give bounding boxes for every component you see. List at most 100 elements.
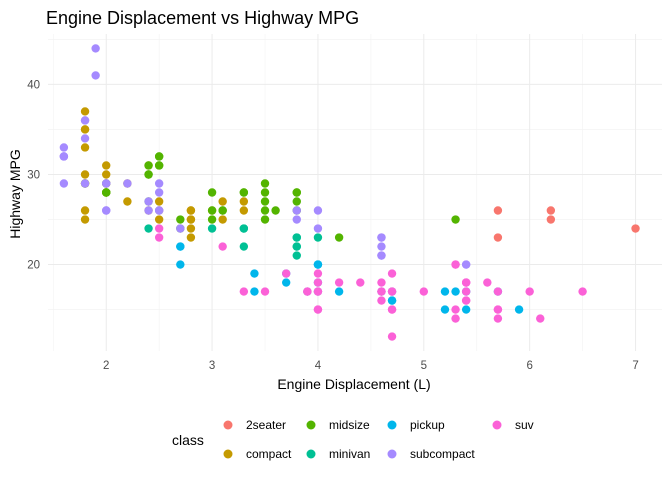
point-subcompact [176,224,185,233]
legend: class 2seater compact midsize minivan pickup… [172,418,534,461]
point-subcompact [59,152,69,161]
point-pickup [176,242,185,251]
point-suv [493,314,503,323]
point-pickup [176,260,185,269]
point-midsize [292,197,301,206]
point-compact [80,206,90,215]
point-midsize [451,215,460,224]
point-suv [451,305,460,314]
point-compact [80,143,90,152]
point-suv [536,314,545,323]
point-pickup [281,278,291,287]
point-subcompact [461,260,471,269]
point-midsize [260,179,270,188]
x-tick-label: 4 [315,360,322,372]
legend-key-compact [223,449,233,459]
point-compact [123,197,132,206]
point-compact [80,107,90,116]
point-suv [154,233,164,242]
point-subcompact [377,251,386,260]
point-midsize [239,188,249,197]
point-suv [525,287,534,296]
legend-key-midsize [306,420,316,430]
point-pickup [440,305,450,314]
chart-title: Engine Displacement vs Highway MPG [46,8,359,28]
x-axis-title: Engine Displacement (L) [277,376,430,392]
point-subcompact [144,197,153,206]
point-midsize [144,161,153,170]
point-midsize [207,206,217,215]
point-suv [493,305,503,314]
point-suv [239,287,249,296]
point-subcompact [313,224,323,233]
point-midsize [154,152,164,161]
y-tick-label: 20 [27,260,40,272]
point-compact [186,206,196,215]
point-subcompact [59,179,69,188]
point-subcompact [154,179,164,188]
point-compact [154,215,164,224]
point-compact [80,170,90,179]
point-minivan [144,224,153,233]
y-tick-labels: 20 30 40 [27,79,40,271]
point-2seater [546,215,556,224]
point-midsize [144,170,153,179]
point-compact [186,215,196,224]
point-compact [239,206,249,215]
point-subcompact [80,134,90,143]
legend-label-subcompact: subcompact [410,447,475,461]
point-suv [313,278,323,287]
legend-label-suv: suv [515,418,534,432]
point-compact [186,224,196,233]
point-suv [387,269,397,278]
point-subcompact [59,143,69,152]
point-2seater [493,233,503,242]
major-gridlines [48,34,662,351]
point-suv [419,287,429,296]
point-pickup [514,305,524,314]
point-minivan [313,233,323,242]
point-suv [387,332,397,341]
point-suv [218,242,227,251]
point-suv [493,287,503,296]
point-subcompact [292,215,301,224]
point-subcompact [377,242,386,251]
legend-label-pickup: pickup [410,418,445,432]
point-subcompact [123,179,132,188]
legend-label-2seater: 2seater [246,418,286,432]
point-compact [102,161,111,170]
point-pickup [461,305,471,314]
point-compact [102,170,111,179]
x-tick-label: 2 [103,360,109,372]
x-tick-label: 7 [632,360,638,372]
point-pickup [387,296,397,305]
point-pickup [334,287,344,296]
point-subcompact [91,71,100,80]
point-suv [461,287,471,296]
point-midsize [260,215,270,224]
point-subcompact [377,233,386,242]
point-minivan [292,233,301,242]
point-compact [186,233,196,242]
data-points [59,44,640,341]
y-tick-label: 40 [27,79,40,91]
point-2seater [546,206,556,215]
point-midsize [292,188,301,197]
point-subcompact [154,206,164,215]
point-pickup [313,260,323,269]
point-pickup [250,269,259,278]
point-2seater [493,206,503,215]
point-suv [578,287,587,296]
point-suv [303,287,312,296]
y-axis-title: Highway MPG [7,149,23,238]
point-subcompact [144,206,153,215]
point-suv [377,287,386,296]
point-suv [313,269,323,278]
point-suv [461,296,471,305]
point-suv [154,224,164,233]
point-suv [356,278,365,287]
point-subcompact [102,179,111,188]
point-subcompact [80,179,90,188]
point-subcompact [91,44,100,53]
